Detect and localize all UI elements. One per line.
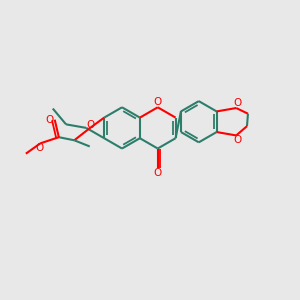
Text: O: O bbox=[234, 135, 242, 146]
Text: O: O bbox=[154, 168, 162, 178]
Text: O: O bbox=[45, 115, 53, 125]
Text: O: O bbox=[35, 143, 43, 153]
Text: O: O bbox=[154, 97, 162, 107]
Text: O: O bbox=[86, 119, 94, 130]
Text: O: O bbox=[234, 98, 242, 108]
